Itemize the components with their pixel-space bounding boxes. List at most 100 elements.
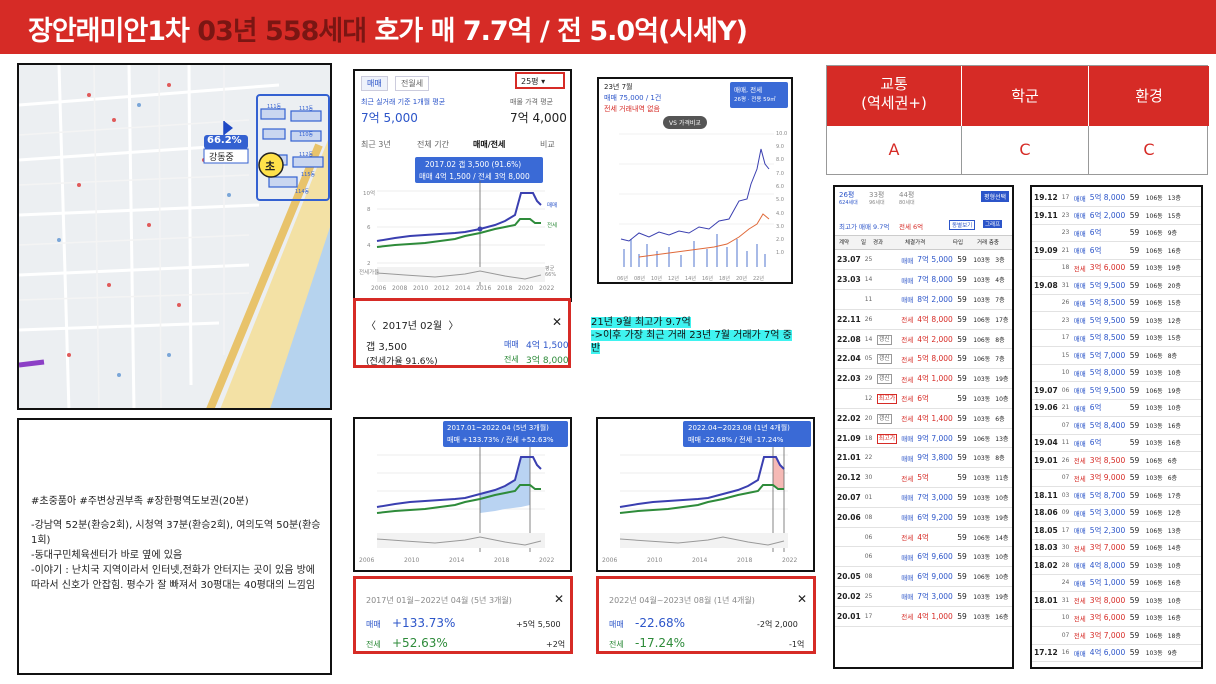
cell-type: 59 [955,289,972,310]
table-row[interactable]: 20.07 01 매매 7억 3,000 59 103동 10층 [835,487,1012,508]
table-row[interactable]: 20.06 08 매매 6억 9,200 59 103동 19층 [835,507,1012,528]
cell-price: 5억 8,500 [1087,329,1128,347]
table-row[interactable]: 19.07 06 매매 5억 9,500 59 106동 19층 [1032,381,1201,400]
cell-dong: 103동 [1143,469,1166,487]
table-row[interactable]: 07 매매 5억 8,400 59 103동 16층 [1032,416,1201,435]
table-row[interactable]: 22.03 29 갱신 전세 4억 1,000 59 103동 19층 [835,368,1012,390]
table-row[interactable]: 19.04 11 매매 6억 59 103동 16층 [1032,434,1201,452]
table-row[interactable]: 17 매매 5억 8,500 59 103동 15층 [1032,329,1201,347]
table-row[interactable]: 23.07 25 매매 7억 5,000 59 103동 3층 [835,250,1012,271]
cell-d: 28 [1059,556,1072,575]
table-row[interactable]: 18.05 17 매매 5억 2,300 59 106동 13층 [1032,521,1201,540]
table-row[interactable]: 22.04 05 갱신 전세 5억 8,000 59 106동 7층 [835,348,1012,370]
table-row[interactable]: 18.02 28 매매 4억 8,000 59 103동 10층 [1032,556,1201,575]
table-row[interactable]: 24 매매 5억 1,000 59 106동 16층 [1032,574,1201,592]
size-tab[interactable]: 44평 [899,191,915,199]
select-size-button[interactable]: 평형선택 [981,191,1010,202]
table-row[interactable]: 20.02 25 매매 7억 3,000 59 103동 19층 [835,586,1012,607]
cell-dong: 103동 [971,507,994,528]
cell-ym [1032,311,1060,330]
location-map[interactable]: 66.2% 강동중 초 110동 112동 111동 113동 115동 114… [17,63,332,410]
month-nav[interactable]: 〈 2017년 02월 〉 [366,321,459,332]
table-row[interactable]: 10 전세 3억 6,000 59 103동 16층 [1032,609,1201,627]
table-row[interactable]: 18 전세 3억 6,000 59 103동 19층 [1032,259,1201,277]
cell-tag [874,586,900,607]
table-row[interactable]: 07 전세 3억 7,000 59 106동 18층 [1032,626,1201,645]
cell-floor: 10층 [1165,556,1201,575]
table-row[interactable]: 22.08 14 갱신 전세 4억 2,000 59 106동 8층 [835,329,1012,350]
table-row[interactable]: 18.11 03 매매 5억 8,700 59 106동 17층 [1032,486,1201,505]
table-row[interactable]: 07 전세 3억 9,000 59 103동 6층 [1032,469,1201,487]
cell-price: 5억 8,000 [1087,364,1128,382]
cell-dong: 103동 [1143,434,1166,452]
close-icon[interactable]: ✕ [554,592,565,606]
cell-type: 59 [955,447,972,469]
school-marker[interactable]: 초 [265,160,276,173]
size-select[interactable]: 25평 ▾ [515,72,565,89]
cell-type: 59 [1127,364,1144,382]
cell-floor: 14층 [993,527,1012,548]
size-tab[interactable]: 26평 [839,191,855,199]
table-row[interactable]: 19.11 23 매매 6억 2,000 59 106동 15층 [1032,206,1201,225]
cell-d: 06 [1059,381,1072,400]
cell-ym [835,546,863,568]
table-row[interactable]: 20.12 30 전세 5억 59 103동 11층 [835,467,1012,489]
gap-label: 갭 3,500 [366,342,408,353]
tab-all[interactable]: 전체 기간 [417,140,449,149]
x-label: 2020 [518,285,534,292]
cell-type: 59 [1127,609,1144,627]
table-row[interactable]: 22.02 20 갱신 전세 4억 1,400 59 103동 6층 [835,408,1012,429]
table-row[interactable]: 10 매매 5억 8,000 59 103동 10층 [1032,364,1201,382]
table-row[interactable]: 19.09 21 매매 6억 59 106동 16층 [1032,241,1201,260]
table-row[interactable]: 21.09 18 최고가 매매 9억 7,000 59 106동 13층 [835,428,1012,449]
table-row[interactable]: 19.01 26 전세 3억 8,500 59 106동 6층 [1032,451,1201,470]
tab-lease[interactable]: 전월세 [395,76,430,91]
table-row[interactable]: 11 매매 8억 2,000 59 103동 7층 [835,289,1012,310]
period-lease-label: 전세 [609,640,624,649]
cell-tag [874,269,900,291]
cell-ym: 22.11 [835,309,863,330]
table-row[interactable]: 19.12 17 매매 5억 8,000 59 106동 13층 [1032,189,1201,207]
table-row[interactable]: 23.03 14 매매 7억 8,000 59 103동 4층 [835,269,1012,291]
table-row[interactable]: 18.01 31 전세 3억 8,000 59 103동 10층 [1032,591,1201,610]
tab-compare[interactable]: 비교 [540,140,555,149]
cell-price: 6억 2,000 [1087,206,1128,225]
by-building-button[interactable]: 동별보기 [949,220,976,230]
table-row[interactable]: 18.06 09 매매 5억 3,000 59 106동 12층 [1032,504,1201,522]
cell-price: 7억 3,000 [915,487,956,508]
table-row[interactable]: 06 전세 4억 59 106동 14층 [835,527,1012,548]
cell-d: 15 [1059,346,1072,365]
table-row[interactable]: 23 매매 5억 9,500 59 103동 12층 [1032,311,1201,330]
comment-line: -동대구민체육센터가 바로 옆에 있음 [31,550,183,561]
table-row[interactable]: 22.11 26 전세 4억 8,000 59 106동 17층 [835,309,1012,330]
close-icon[interactable]: ✕ [797,592,808,606]
cell-kind: 전세 [1071,591,1088,610]
cell-type: 59 [1127,574,1144,592]
table-row[interactable]: 20.05 08 매매 6억 9,000 59 106동 10층 [835,566,1012,588]
close-icon[interactable]: ✕ [552,315,563,329]
graph-button[interactable]: 그래프 [983,220,1003,228]
tab-sale[interactable]: 매매 [361,76,388,91]
cell-d: 03 [1059,486,1072,505]
table-row[interactable]: 26 매매 5억 8,500 59 106동 15층 [1032,294,1201,312]
size-tab[interactable]: 33평 [869,191,885,199]
table-row[interactable]: 18.03 30 전세 3억 7,000 59 106동 14층 [1032,539,1201,557]
table-row[interactable]: 19.08 31 매매 5억 9,500 59 106동 20층 [1032,276,1201,295]
table-row[interactable]: 21.01 22 매매 9억 3,800 59 103동 8층 [835,447,1012,469]
cell-price: 5억 9,500 [1087,276,1128,295]
table-row[interactable]: 12 최고가 전세 6억 59 103동 10층 [835,388,1012,409]
table-row[interactable]: 17.12 16 매매 4억 6,000 59 103동 9층 [1032,644,1201,662]
table-row[interactable]: 20.01 17 전세 4억 1,000 59 103동 16층 [835,606,1012,627]
cell-floor: 17층 [1165,486,1201,505]
detail-box: 〈 2017년 02월 〉 ✕ 갭 3,500 매매 4억 1,500 전세 3… [353,298,571,368]
compare-button[interactable]: VS 가격비교 [663,116,707,129]
table-row[interactable]: 23 매매 6억 59 106동 9층 [1032,224,1201,242]
cell-ym: 19.08 [1032,276,1060,295]
tab-sale-lease[interactable]: 매매/전세 [473,140,506,149]
table-row[interactable]: 15 매매 5억 7,000 59 106동 8층 [1032,346,1201,365]
mini-select[interactable] [730,82,788,108]
table-row[interactable]: 19.06 21 매매 6억 59 103동 10층 [1032,399,1201,417]
cell-dong: 103동 [1143,329,1166,347]
tab-recent3[interactable]: 최근 3년 [361,140,391,149]
table-row[interactable]: 06 매매 6억 9,600 59 103동 10층 [835,546,1012,568]
